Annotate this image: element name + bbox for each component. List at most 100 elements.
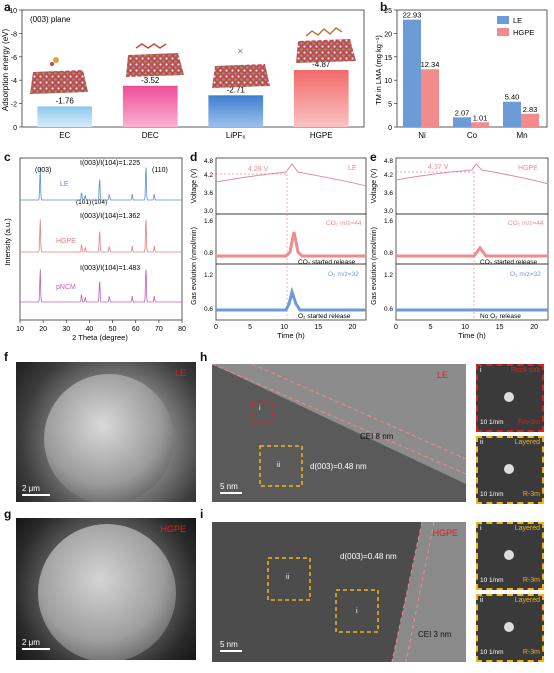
category-label: LiPF₆ [226, 131, 246, 140]
co2-curve [216, 231, 366, 258]
x-tick-label: 15 [496, 324, 504, 331]
bar-value-label: -4.87 [312, 60, 331, 69]
x-tick-label: 15 [314, 324, 322, 331]
voltage-curve [395, 163, 549, 185]
voltage-marker: 4.37 V [428, 164, 449, 171]
sample-tag: HGPE [518, 165, 538, 172]
sample-tag: LE [348, 165, 357, 172]
co2-label: CO₂ m/z=44 [508, 220, 544, 227]
peak-003-label: (003) [35, 167, 51, 174]
y-tick-label: 25 [384, 8, 392, 15]
o2-tick-label: 0.6 [384, 306, 393, 313]
ratio-le: I(003)/I(104)=1.225 [80, 160, 140, 167]
bar-le-co [453, 117, 471, 127]
chart-title: (003) plane [30, 15, 71, 24]
box-ii-label: ii [286, 574, 290, 581]
category-label: HGPE [310, 131, 333, 140]
x-axis-label: Time (h) [277, 331, 305, 340]
bar-value-label: 2.07 [455, 108, 470, 117]
panel-e-label: e [370, 150, 377, 164]
o2-tick-label: 0.6 [204, 306, 213, 313]
fft-roman: i [480, 367, 482, 374]
box-ii-label: ii [277, 462, 281, 469]
v-tick-label: 4.2 [204, 172, 213, 179]
svg-text:✕: ✕ [237, 47, 244, 56]
peak-101-label: (101) [76, 199, 91, 206]
axes-frame [21, 9, 365, 128]
y-axis-label: Intensity (a.u.) [3, 218, 12, 266]
x-tick-label: 10 [461, 324, 469, 331]
o2-release: No O₂ release [480, 313, 521, 320]
particle [44, 374, 174, 502]
trace-le [20, 167, 182, 201]
bar-value-label: 5.40 [505, 93, 520, 102]
fft-scale: 10 1/nm [480, 577, 504, 584]
scale-bar [220, 492, 242, 494]
co2-tick-label: 1.6 [204, 218, 213, 225]
o2-label: O₂ m/z=32 [510, 271, 541, 278]
y-tick-label: 5 [388, 102, 392, 109]
bar-hgpe-ni [421, 69, 439, 127]
bar-value-label: 12.34 [421, 60, 440, 69]
sem-image-le: LE 2 μm [16, 362, 196, 502]
particle [38, 524, 176, 660]
bar-value-label: 22.93 [403, 11, 422, 20]
fft-roman: i [480, 525, 482, 532]
sample-le-label: LE [60, 181, 69, 188]
y-axis-label: TM in LMA (mg kg⁻¹) [375, 35, 383, 105]
v-tick-label: 4.8 [204, 158, 213, 165]
panel-d-chart: Voltage (V) Gas evolution (nmol/min) Tim… [191, 157, 367, 340]
panel-a-label: a [4, 0, 11, 14]
voltage-axis-label: Voltage (V) [371, 169, 378, 204]
tem-image-le: i ii CEI 8 nm d(003)=0.48 nm LE 5 nm [212, 364, 466, 502]
axis-ticks: 4.8 4.2 3.6 3.0 1.6 0.8 1.2 0.6 0 5 10 15 20 [384, 158, 538, 331]
fft-space-group: R-3m [522, 491, 540, 498]
fft-scale: 10 1/nm [480, 649, 504, 656]
co2-label: CO₂ m/z=44 [326, 220, 362, 227]
co2-release: CO₂ started release [480, 259, 537, 266]
co2-release: CO₂ started release [298, 259, 355, 266]
fft-phase: Rock-salt [510, 367, 540, 374]
fft-roman: ii [480, 597, 484, 604]
bar-value-label: -1.76 [56, 96, 75, 105]
o2-curve [216, 286, 366, 312]
x-axis-label: 2 Theta (degree) [72, 333, 128, 342]
bar-hgpe [293, 70, 349, 127]
axes-frame [19, 157, 183, 321]
box-i-label: i [259, 405, 261, 412]
fft-phase: Layered [514, 597, 540, 604]
x-tick-label: 50 [109, 326, 117, 333]
panel-f-label: f [4, 350, 8, 364]
panel-d-label: d [190, 150, 198, 164]
fft-le-i: i Rock-salt Fm-3m 10 1/nm [476, 364, 544, 432]
x-tick-label: 20 [39, 326, 47, 333]
x-axis-label: Time (h) [458, 331, 486, 340]
fft-roman: ii [480, 439, 484, 446]
axis-ticks: 4.8 4.2 3.6 3.0 1.6 0.8 1.2 0.6 0 5 10 15 20 [204, 158, 356, 331]
o2-release: O₂ started release [298, 313, 351, 320]
legend-label: HGPE [513, 28, 534, 37]
bar-ec [37, 106, 93, 127]
y-tick-label: -8 [11, 31, 17, 38]
legend-swatch [497, 16, 509, 24]
peak-104-label: (104) [92, 199, 107, 206]
scale-bar [220, 650, 242, 652]
v-tick-label: 4.2 [384, 172, 393, 179]
voltage-curve [215, 163, 367, 187]
y-tick-label: 20 [384, 31, 392, 38]
panel-g-label: g [4, 507, 12, 521]
fft-le-ii: ii Layered R-3m 10 1/nm [476, 436, 544, 504]
category-label: Ni [418, 131, 426, 140]
y-tick-label: 15 [384, 55, 392, 62]
ratio-pncm: I(003)/I(104)=1.483 [80, 265, 140, 272]
v-tick-label: 3.0 [384, 208, 393, 215]
sample-tag: LE [436, 370, 448, 380]
trace-hgpe [20, 219, 182, 253]
legend-label: LE [513, 16, 522, 25]
panel-h-label: h [200, 350, 208, 364]
sem-image-hgpe: HGPE 2 μm [16, 518, 196, 660]
x-tick-label: 30 [62, 326, 70, 333]
y-axis-label: Adsorption energy (eV) [1, 29, 10, 112]
bars: 22.93 12.34 Ni 2.071.01 Co 5.402.83 Mn [403, 11, 539, 140]
bar-hgpe-mn [521, 113, 539, 127]
